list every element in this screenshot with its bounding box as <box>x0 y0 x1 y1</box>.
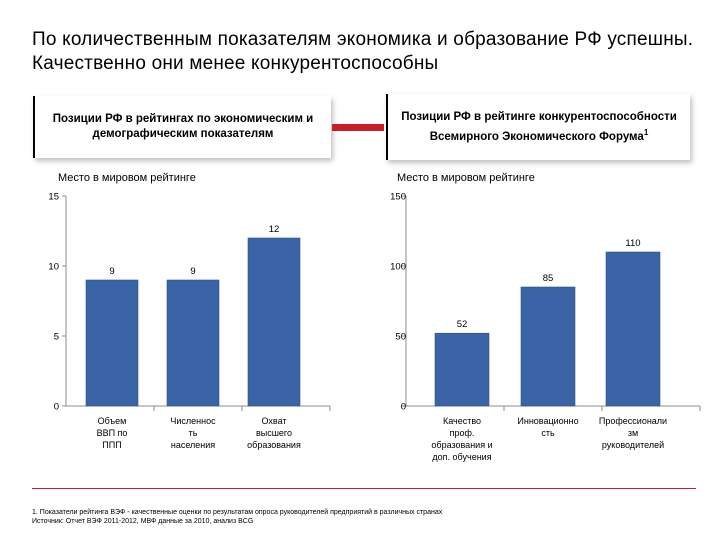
left-bar-value-label: 9 <box>190 266 195 277</box>
footnote-marker: 1 <box>643 127 649 137</box>
right-category-label: проф. <box>450 428 475 438</box>
left-bar-value-label: 12 <box>269 224 280 235</box>
left-bar <box>85 279 139 407</box>
panel-connector <box>332 124 384 131</box>
right-category-label: Инновационно <box>517 416 578 426</box>
right-y-tick-label: 50 <box>395 332 406 343</box>
right-category-label: образования и <box>431 440 492 450</box>
right-bar-value-label: 52 <box>457 319 468 330</box>
left-bar <box>166 279 220 407</box>
left-category-label: образования <box>247 440 301 450</box>
right-bar-value-label: 110 <box>625 238 640 249</box>
left-panel-header: Позиции РФ в рейтингах по экономическим … <box>33 96 331 158</box>
left-y-tick-label: 0 <box>54 402 59 413</box>
left-y-tick-label: 10 <box>48 262 59 273</box>
footnote: 1. Показатели рейтинга ВЭФ - качественны… <box>32 508 692 526</box>
right-bar <box>605 251 661 407</box>
left-category-label: ППП <box>102 440 121 450</box>
left-bar <box>247 237 301 407</box>
left-category-label: ВВП по <box>97 428 128 438</box>
left-category-label: Охват <box>261 416 286 426</box>
right-category-label: Качество <box>443 416 481 426</box>
left-category-label: ть <box>189 428 198 438</box>
right-axis-title: Место в мировом рейтинге <box>397 172 535 184</box>
right-y-tick-label: 0 <box>401 402 406 413</box>
right-bar-value-label: 85 <box>543 273 554 284</box>
footnote-line-1: 1. Показатели рейтинга ВЭФ - качественны… <box>32 509 443 516</box>
right-bar <box>520 286 576 407</box>
right-category-label: руководителей <box>602 440 664 450</box>
right-category-label: зм <box>628 428 638 438</box>
right-category-label: Профессионали <box>599 416 667 426</box>
page-title: По количественным показателям экономика … <box>32 29 694 74</box>
right-panel-text: Позиции РФ в рейтинге конкурентоспособно… <box>401 110 677 143</box>
left-category-label: населения <box>171 440 215 450</box>
left-category-label: Численнос <box>170 416 216 426</box>
right-category-label: доп. обучения <box>432 452 491 462</box>
left-y-tick-label: 5 <box>54 332 59 343</box>
left-axis-title: Место в мировом рейтинге <box>58 172 196 184</box>
left-y-tick-label: 15 <box>48 192 59 203</box>
left-category-label: высшего <box>256 428 292 438</box>
left-panel-text: Позиции РФ в рейтингах по экономическим … <box>52 113 314 140</box>
footnote-line-2: Источник: Отчет ВЭФ 2011-2012, МВФ данны… <box>32 518 254 525</box>
right-y-tick-label: 150 <box>390 192 406 203</box>
left-category-label: Объем <box>98 416 127 426</box>
right-category-label: сть <box>541 428 555 438</box>
right-panel-header: Позиции РФ в рейтинге конкурентоспособно… <box>386 94 690 160</box>
left-bar-value-label: 9 <box>109 266 114 277</box>
right-y-tick-label: 100 <box>390 262 406 273</box>
footnote-rule <box>32 488 696 489</box>
right-bar <box>434 332 490 407</box>
